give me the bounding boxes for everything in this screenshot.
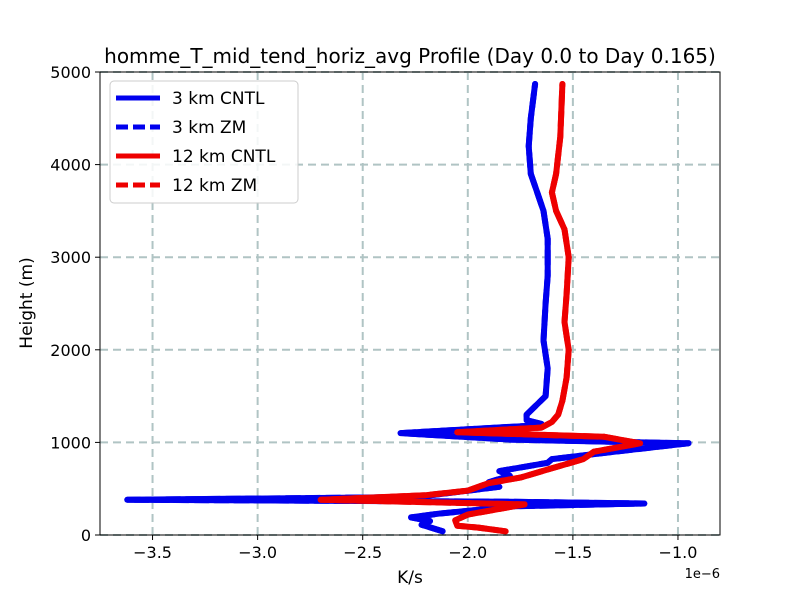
legend-label: 3 km CNTL — [172, 89, 265, 109]
x-tick-label: −1.0 — [659, 543, 698, 562]
plot-frame — [99, 71, 721, 536]
y-tick-label: 3000 — [50, 248, 91, 267]
legend-box — [109, 80, 299, 204]
x-axis: −3.5 −3.0 −2.5 −2.0 −1.5 −1.0 — [133, 535, 697, 562]
legend-label: 12 km CNTL — [172, 147, 276, 167]
legend-label: 12 km ZM — [172, 176, 257, 196]
y-tick-label: 4000 — [50, 156, 91, 175]
y-tick-label: 2000 — [50, 341, 91, 360]
x-tick-label: −3.0 — [238, 543, 277, 562]
x-tick-label: −1.5 — [553, 543, 592, 562]
y-axis-label: Height (m) — [17, 257, 37, 348]
x-axis-offset-label: 1e−6 — [685, 567, 720, 582]
series-12-km-zm — [317, 81, 644, 535]
y-tick-label: 5000 — [50, 63, 91, 82]
series-3-km-zm — [124, 81, 692, 535]
legend: 3 km CNTL 3 km ZM 12 km CNTL 12 km ZM — [109, 80, 299, 204]
x-tick-label: −2.5 — [343, 543, 382, 562]
y-axis: 0 1000 2000 3000 4000 5000 — [50, 63, 100, 545]
x-tick-label: −3.5 — [133, 543, 172, 562]
legend-label: 3 km ZM — [172, 118, 246, 138]
series-layer — [124, 81, 692, 535]
y-tick-label: 1000 — [50, 433, 91, 452]
series-12-km-cntl — [317, 81, 644, 535]
x-axis-label: K/s — [397, 568, 423, 588]
x-tick-label: −2.0 — [448, 543, 487, 562]
chart-title: homme_T_mid_tend_horiz_avg Profile (Day … — [104, 44, 716, 68]
y-tick-label: 0 — [81, 526, 91, 545]
